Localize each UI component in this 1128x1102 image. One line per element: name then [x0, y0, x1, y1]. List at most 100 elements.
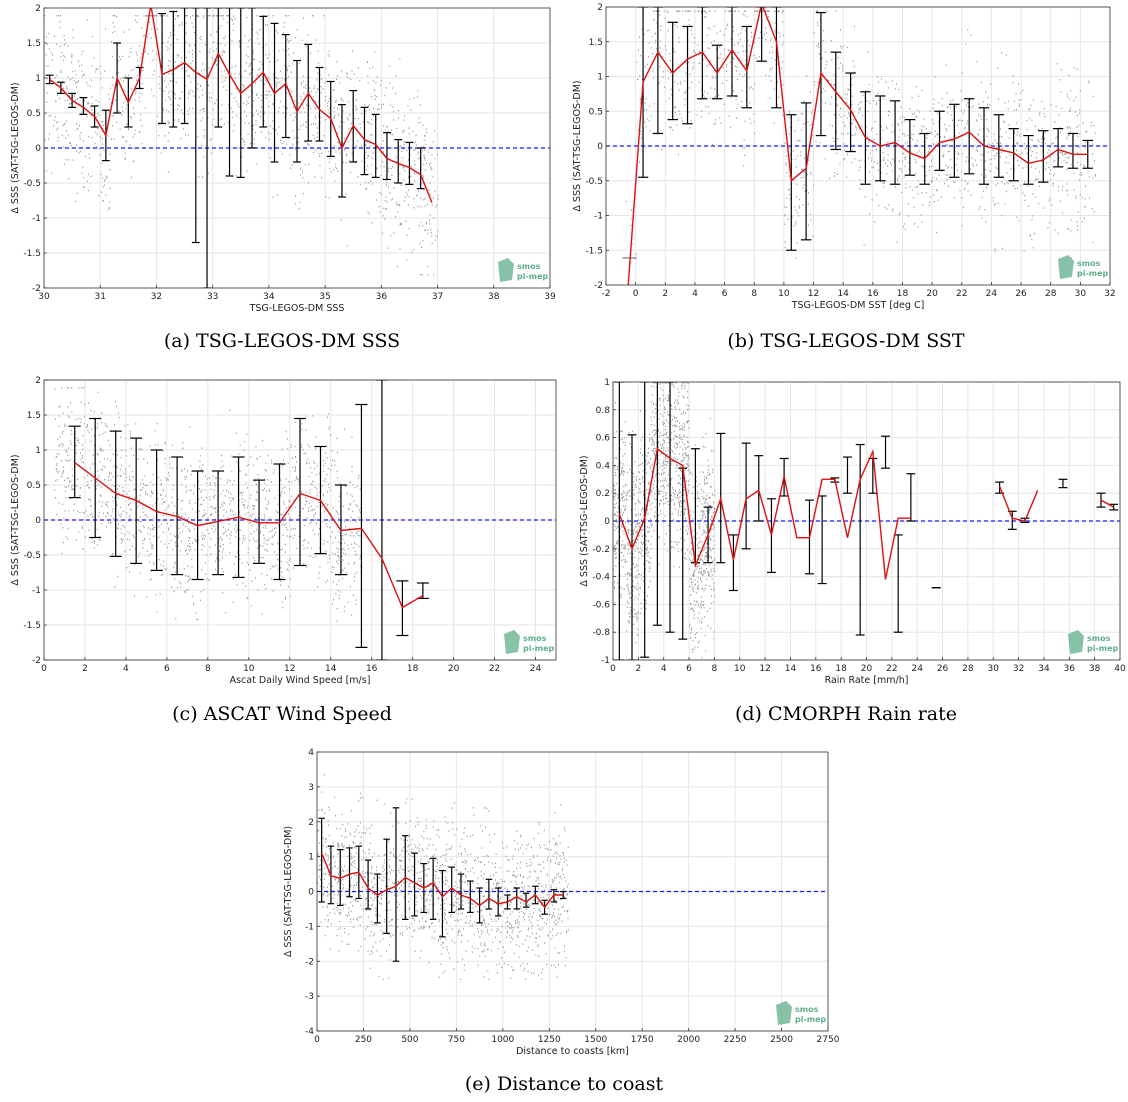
- scatter-point: [312, 123, 314, 125]
- scatter-point: [254, 540, 256, 542]
- scatter-point: [99, 135, 101, 138]
- scatter-point: [276, 553, 278, 556]
- scatter-point: [770, 57, 772, 60]
- scatter-point: [1060, 69, 1062, 71]
- scatter-point: [292, 528, 294, 530]
- scatter-point: [1087, 171, 1089, 173]
- scatter-point: [284, 78, 286, 81]
- scatter-point: [412, 131, 414, 133]
- scatter-point: [192, 59, 194, 62]
- scatter-point: [105, 175, 107, 178]
- scatter-point: [338, 548, 340, 551]
- scatter-point: [91, 515, 93, 517]
- scatter-point: [934, 135, 936, 138]
- scatter-point: [129, 478, 131, 481]
- scatter-point: [930, 165, 932, 167]
- scatter-point: [992, 142, 994, 144]
- scatter-point: [214, 102, 216, 105]
- scatter-point: [92, 516, 94, 518]
- scatter-point: [1054, 229, 1056, 231]
- scatter-point: [393, 111, 395, 113]
- scatter-point: [167, 506, 169, 509]
- scatter-point: [1049, 179, 1051, 181]
- scatter-point: [273, 469, 275, 472]
- scatter-point: [214, 61, 216, 64]
- scatter-point: [675, 425, 677, 427]
- scatter-point: [1091, 208, 1093, 210]
- scatter-point: [653, 68, 655, 70]
- scatter-point: [274, 497, 276, 499]
- scatter-point: [139, 503, 141, 505]
- scatter-point: [206, 529, 208, 531]
- scatter-point: [413, 149, 415, 152]
- scatter-point: [1034, 179, 1036, 181]
- x-tick-label: 31: [94, 292, 105, 302]
- scatter-point: [213, 482, 215, 484]
- scatter-point: [359, 535, 361, 537]
- scatter-point: [777, 11, 779, 13]
- scatter-point: [935, 130, 937, 132]
- scatter-point: [134, 497, 136, 499]
- scatter-point: [109, 98, 111, 100]
- error-bar: [845, 72, 856, 153]
- scatter-point: [192, 107, 194, 110]
- scatter-point: [1029, 235, 1031, 237]
- scatter-point: [241, 501, 243, 503]
- scatter-point: [726, 24, 728, 27]
- scatter-point: [700, 596, 702, 598]
- scatter-point: [125, 455, 127, 457]
- scatter-point: [905, 183, 907, 185]
- scatter-point: [1056, 136, 1058, 138]
- scatter-point: [112, 15, 114, 17]
- scatter-point: [328, 112, 330, 114]
- scatter-point: [160, 479, 162, 481]
- scatter-point: [726, 64, 728, 66]
- scatter-point: [201, 549, 203, 551]
- x-tick-label: 18: [897, 289, 909, 299]
- scatter-point: [91, 65, 93, 67]
- scatter-point: [339, 152, 341, 155]
- scatter-point: [1049, 146, 1051, 149]
- scatter-point: [713, 123, 715, 125]
- scatter-point: [774, 22, 776, 24]
- scatter-point: [888, 204, 890, 206]
- scatter-point: [102, 512, 104, 515]
- scatter-point: [389, 82, 391, 84]
- scatter-point: [301, 446, 303, 449]
- scatter-point: [933, 143, 935, 145]
- scatter-point: [868, 83, 870, 86]
- scatter-point: [129, 508, 131, 510]
- scatter-point: [300, 490, 302, 493]
- scatter-point: [67, 477, 69, 479]
- scatter-point: [668, 473, 670, 476]
- scatter-point: [318, 527, 320, 530]
- scatter-point: [666, 10, 668, 12]
- scatter-point: [332, 459, 334, 462]
- scatter-point: [676, 10, 678, 12]
- scatter-point: [84, 403, 86, 405]
- logo-icon: [504, 630, 520, 654]
- scatter-point: [150, 37, 152, 39]
- scatter-point: [785, 206, 787, 209]
- scatter-point: [704, 11, 706, 13]
- scatter-point: [268, 502, 270, 504]
- scatter-point: [326, 525, 328, 528]
- scatter-point: [329, 158, 331, 160]
- scatter-point: [147, 15, 149, 17]
- scatter-point: [253, 508, 255, 510]
- scatter-point: [201, 503, 203, 505]
- scatter-point: [843, 158, 845, 161]
- scatter-point: [621, 497, 623, 499]
- scatter-point: [898, 175, 900, 177]
- scatter-point: [346, 154, 348, 157]
- scatter-point: [921, 89, 923, 92]
- scatter-point: [636, 542, 638, 544]
- scatter-point: [339, 574, 341, 576]
- scatter-point: [436, 204, 438, 206]
- scatter-point: [298, 478, 300, 480]
- scatter-point: [253, 464, 255, 466]
- scatter-point: [89, 157, 91, 159]
- scatter-point: [735, 96, 737, 98]
- scatter-point: [197, 83, 199, 85]
